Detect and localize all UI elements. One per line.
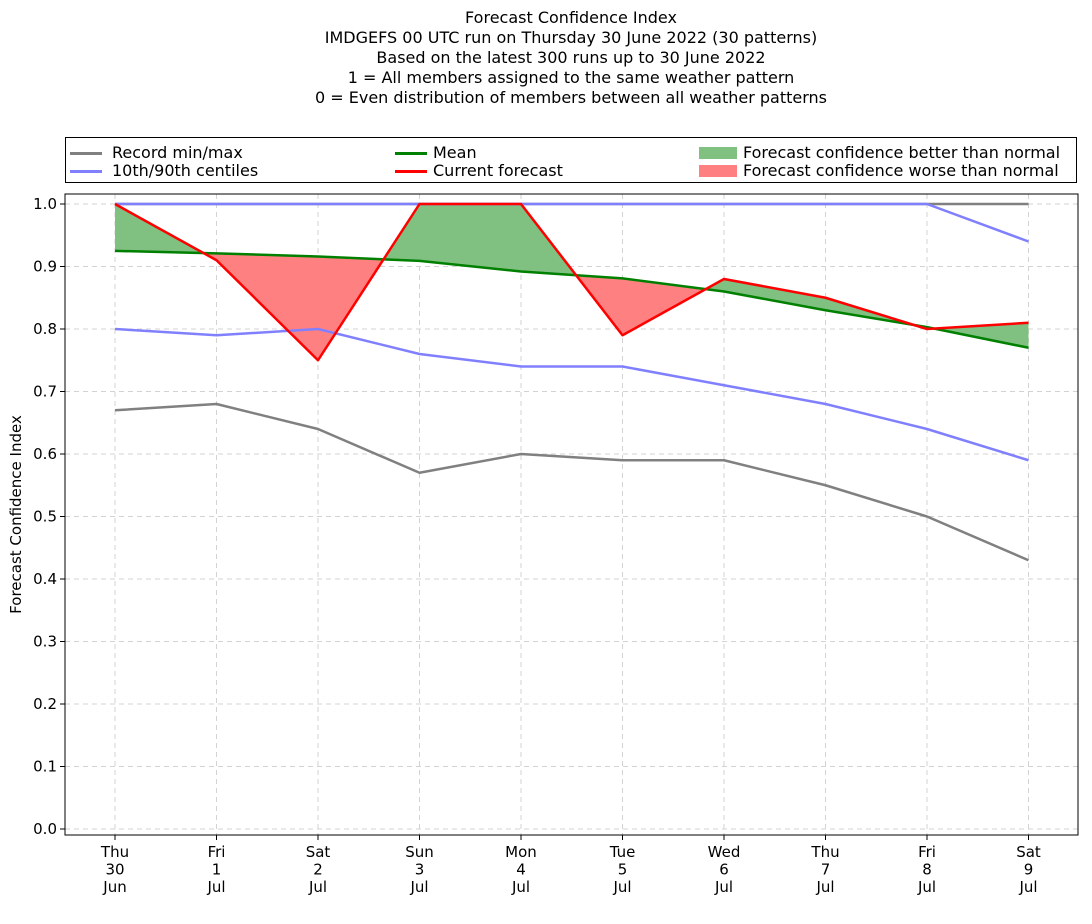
x-tick-label-line: 6: [719, 861, 729, 879]
x-tick-label-line: Jun: [102, 878, 126, 896]
series-line-mean: [114, 249, 1029, 349]
legend-swatch-worse: [699, 165, 737, 177]
title-line-2: IMDGEFS 00 UTC run on Thursday 30 June 2…: [324, 28, 818, 47]
y-tick-label: 0.1: [33, 758, 57, 776]
legend-item-mean: Mean: [395, 144, 675, 162]
series-line-p10: [114, 327, 1029, 462]
y-tick-label: 0.9: [33, 258, 57, 276]
x-tick-label-line: Mon: [505, 843, 537, 861]
x-tick-label-line: Jul: [1018, 878, 1037, 896]
y-tick-label: 0.4: [33, 570, 57, 588]
x-tick-label-line: Jul: [714, 878, 733, 896]
x-tick-label-line: Fri: [208, 843, 226, 861]
y-axis-label: Forecast Confidence Index: [7, 415, 25, 614]
legend-item-centiles: 10th/90th centiles: [70, 162, 370, 180]
y-tick-label: 0.6: [33, 445, 57, 463]
legend: Record min/max 10th/90th centiles Mean C…: [65, 137, 1077, 183]
x-tick-label-line: Jul: [308, 878, 327, 896]
legend-label-mean: Mean: [433, 143, 477, 162]
y-tick-label: 0.0: [33, 820, 57, 838]
x-tick-label-line: Sat: [306, 843, 331, 861]
y-tick-label: 0.2: [33, 695, 57, 713]
legend-label-worse: Forecast confidence worse than normal: [743, 161, 1059, 180]
x-tick-label: Fri 8 Jul: [917, 843, 936, 896]
x-tick-label: Sat 9 Jul: [1016, 843, 1041, 896]
x-tick-label: Wed 6 Jul: [708, 843, 741, 896]
title-line-1: Forecast Confidence Index: [465, 8, 677, 27]
legend-item-record: Record min/max: [70, 144, 370, 162]
x-tick-label-line: Thu: [810, 843, 839, 861]
x-tick-label-line: 8: [922, 861, 932, 879]
chart-title: Forecast Confidence Index IMDGEFS 00 UTC…: [0, 8, 1092, 108]
x-tick-label-line: 3: [415, 861, 425, 879]
y-tick-label: 0.5: [33, 508, 57, 526]
plot-area: [64, 193, 1079, 836]
x-tick-label-line: 30: [105, 861, 124, 879]
x-tick-label: Tue 5 Jul: [609, 843, 636, 896]
legend-swatch-record: [70, 152, 102, 155]
y-tick-label: 0.3: [33, 633, 57, 651]
legend-swatch-better: [699, 147, 737, 159]
title-line-4: 1 = All members assigned to the same wea…: [347, 68, 795, 87]
y-tick-label: 0.7: [33, 383, 57, 401]
x-tick-label-line: 2: [313, 861, 323, 879]
x-tick-label: Sat 2 Jul: [306, 843, 331, 896]
legend-swatch-mean: [395, 152, 427, 155]
x-tick-label-line: Sun: [405, 843, 434, 861]
series-line-current: [114, 202, 1029, 362]
y-tick-label: 1.0: [33, 195, 57, 213]
series-line-record-min: [114, 402, 1029, 562]
series-lines: [114, 202, 1029, 562]
legend-item-worse: Forecast confidence worse than normal: [699, 162, 1074, 180]
x-tick-label-line: Jul: [917, 878, 936, 896]
fill-worse: [622, 278, 706, 336]
x-tick-label: Thu 7 Jul: [810, 843, 839, 896]
x-tick-label-line: 4: [516, 861, 526, 879]
x-tick-label-line: Jul: [612, 878, 631, 896]
x-tick-label-line: 7: [821, 861, 831, 879]
legend-item-better: Forecast confidence better than normal: [699, 144, 1074, 162]
confidence-fills: [115, 204, 1029, 361]
fill-better: [934, 322, 1029, 348]
x-tick-label-line: Tue: [609, 843, 636, 861]
x-tick-label-line: Jul: [409, 878, 428, 896]
x-tick-label-line: 1: [212, 861, 222, 879]
x-tick-label: Fri 1 Jul: [206, 843, 225, 896]
legend-item-current: Current forecast: [395, 162, 675, 180]
x-tick-label-line: Thu: [100, 843, 129, 861]
x-tick-label-line: Jul: [206, 878, 225, 896]
title-line-5: 0 = Even distribution of members between…: [314, 88, 828, 107]
x-tick-label: Mon 4 Jul: [505, 843, 537, 896]
grid: [65, 194, 1078, 835]
x-tick-label-line: 5: [618, 861, 628, 879]
x-tick-label-line: Jul: [815, 878, 834, 896]
fill-better: [724, 279, 826, 311]
legend-label-current: Current forecast: [433, 161, 563, 180]
x-tick-label: Thu 30 Jun: [100, 843, 129, 896]
fill-better: [419, 204, 521, 272]
x-tick-label-line: Fri: [918, 843, 936, 861]
legend-label-better: Forecast confidence better than normal: [743, 143, 1061, 162]
series-line-p90: [115, 202, 1029, 243]
legend-label-centiles: 10th/90th centiles: [112, 161, 259, 180]
legend-swatch-centiles: [70, 170, 102, 173]
x-tick-label-line: Jul: [511, 878, 530, 896]
x-tick-label-line: Sat: [1016, 843, 1041, 861]
x-tick-label-line: Wed: [708, 843, 741, 861]
legend-label-record: Record min/max: [112, 143, 243, 162]
legend-swatch-current: [395, 170, 427, 173]
title-line-3: Based on the latest 300 runs up to 30 Ju…: [376, 48, 766, 67]
y-tick-label: 0.8: [33, 320, 57, 338]
x-tick-label-line: 9: [1024, 861, 1034, 879]
x-tick-label: Sun 3 Jul: [405, 843, 434, 896]
